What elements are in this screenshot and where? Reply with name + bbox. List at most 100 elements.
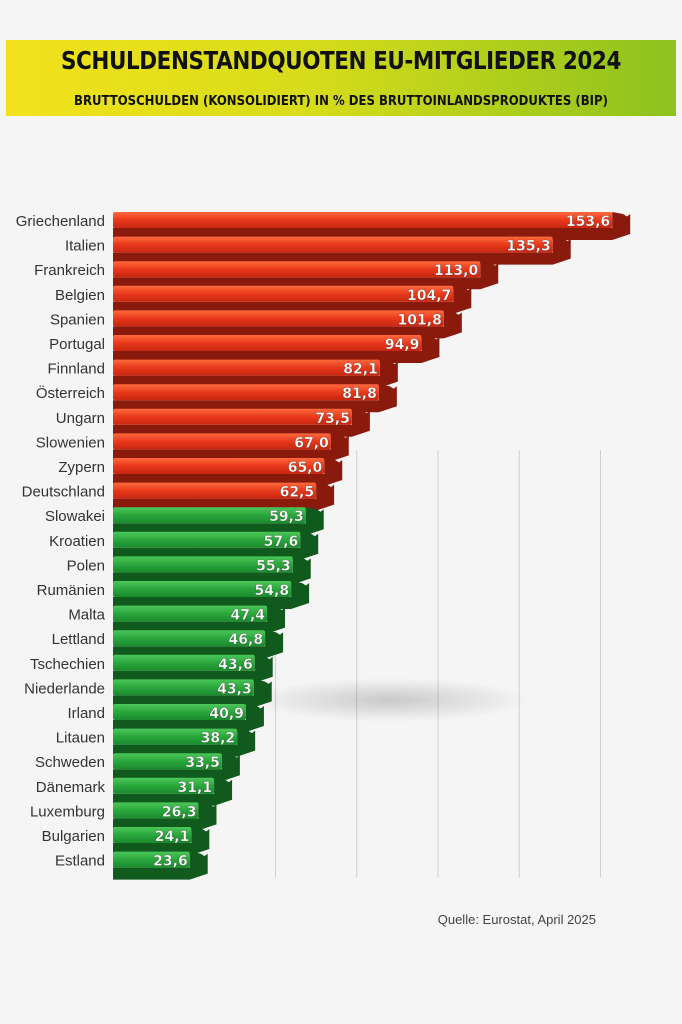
value-label: 43,3 <box>217 681 252 697</box>
value-label: 26,3 <box>162 804 197 820</box>
bar <box>113 654 255 671</box>
category-label: Luxemburg <box>30 803 105 820</box>
bar-cap <box>291 581 310 597</box>
value-label: 81,8 <box>342 386 377 402</box>
bar <box>113 408 352 425</box>
bar-group: Belgien 104,7 <box>55 285 472 314</box>
bar-depth <box>113 263 499 290</box>
bar-group: Dänemark 31,1 <box>36 777 233 806</box>
bar-group: Polen 55,3 <box>67 556 311 585</box>
value-label: 67,0 <box>294 435 329 451</box>
bar-depth <box>113 583 310 609</box>
bar-depth <box>113 779 233 806</box>
category-label: Niederlande <box>24 680 105 697</box>
bar-group: Luxemburg 26,3 <box>30 802 217 831</box>
bar-depth <box>113 238 571 265</box>
bar <box>113 310 444 327</box>
value-label: 54,8 <box>255 583 290 599</box>
bar <box>113 827 192 843</box>
bar <box>113 285 454 302</box>
bar-group: Estland 23,6 <box>55 851 208 880</box>
value-label: 31,1 <box>178 780 213 796</box>
bar <box>113 359 380 376</box>
bar-depth <box>113 460 343 486</box>
value-label: 82,1 <box>343 362 378 378</box>
bar-cap <box>480 261 499 278</box>
bar-cap <box>421 335 440 351</box>
bar-cap <box>300 531 319 548</box>
bar-depth <box>113 755 240 782</box>
value-label: 38,2 <box>201 731 236 747</box>
category-label: Frankreich <box>34 262 105 279</box>
value-label: 46,8 <box>229 632 264 648</box>
bar-depth <box>113 509 324 536</box>
category-label: Rumänien <box>37 582 105 599</box>
bar <box>113 605 268 622</box>
bar-group: Lettland 46,8 <box>52 630 284 659</box>
bar-group: Finnland 82,1 <box>47 359 398 388</box>
bar <box>113 728 238 745</box>
bar-depth <box>113 829 210 855</box>
bar-cap <box>254 654 273 671</box>
bar <box>113 581 292 597</box>
value-label: 55,3 <box>256 558 291 574</box>
bar-group: Malta 47,4 <box>68 605 286 634</box>
category-label: Slowakei <box>45 508 105 525</box>
bar-depth <box>113 312 462 339</box>
value-label: 23,6 <box>153 854 188 870</box>
bar-group: Deutschland 62,5 <box>22 482 335 511</box>
bar <box>113 212 613 228</box>
bar-depth <box>113 386 397 413</box>
bar-cap <box>552 236 571 253</box>
bar <box>113 507 306 524</box>
value-label: 57,6 <box>264 534 299 550</box>
bar-depth <box>113 533 319 560</box>
value-label: 33,5 <box>185 755 220 771</box>
bar <box>113 335 422 351</box>
category-label: Litauen <box>56 730 105 747</box>
bar-cap <box>265 630 284 647</box>
bar-group: Irland 40,9 <box>67 704 264 732</box>
category-label: Slowenien <box>36 434 105 451</box>
bar-group: Litauen 38,2 <box>56 728 256 757</box>
bar-cap <box>292 556 311 573</box>
bar-depth <box>113 853 208 880</box>
bar-depth <box>113 632 284 659</box>
bar <box>113 802 199 819</box>
value-label: 153,6 <box>566 214 610 230</box>
bar-cap <box>267 605 286 622</box>
bar-cap <box>324 458 343 474</box>
bar-group: Italien 135,3 <box>65 236 571 265</box>
bar-group: Österreich 81,8 <box>36 384 397 413</box>
bar-cap <box>253 679 272 696</box>
bar-cap <box>316 482 335 499</box>
bar-depth <box>113 558 311 585</box>
bar-cap <box>221 753 240 770</box>
category-label: Irland <box>67 705 105 722</box>
bar <box>113 236 553 253</box>
bar-depth <box>113 361 398 388</box>
category-label: Deutschland <box>22 484 105 501</box>
category-label: Belgien <box>55 287 105 304</box>
bar-cap <box>189 851 208 868</box>
category-label: Zypern <box>58 459 105 476</box>
bar-depth <box>113 214 631 240</box>
category-label: Bulgarien <box>42 828 105 845</box>
value-label: 104,7 <box>407 288 451 304</box>
title-banner: SCHULDENSTANDQUOTEN EU-MITGLIEDER 2024 B… <box>6 40 676 116</box>
category-label: Malta <box>68 607 105 624</box>
bar-cap <box>198 802 217 819</box>
bar <box>113 777 215 794</box>
bar-group: Slowenien 67,0 <box>36 433 349 462</box>
value-label: 62,5 <box>280 485 315 501</box>
bar-cap <box>191 827 210 843</box>
category-label: Österreich <box>36 384 105 402</box>
bar-cap <box>612 212 631 228</box>
bar <box>113 433 331 450</box>
category-label: Dänemark <box>36 779 106 796</box>
bar-cap <box>214 777 233 794</box>
bar-depth <box>113 607 286 634</box>
bar <box>113 384 379 401</box>
floor-shadow <box>250 678 530 722</box>
value-label: 59,3 <box>269 509 304 525</box>
